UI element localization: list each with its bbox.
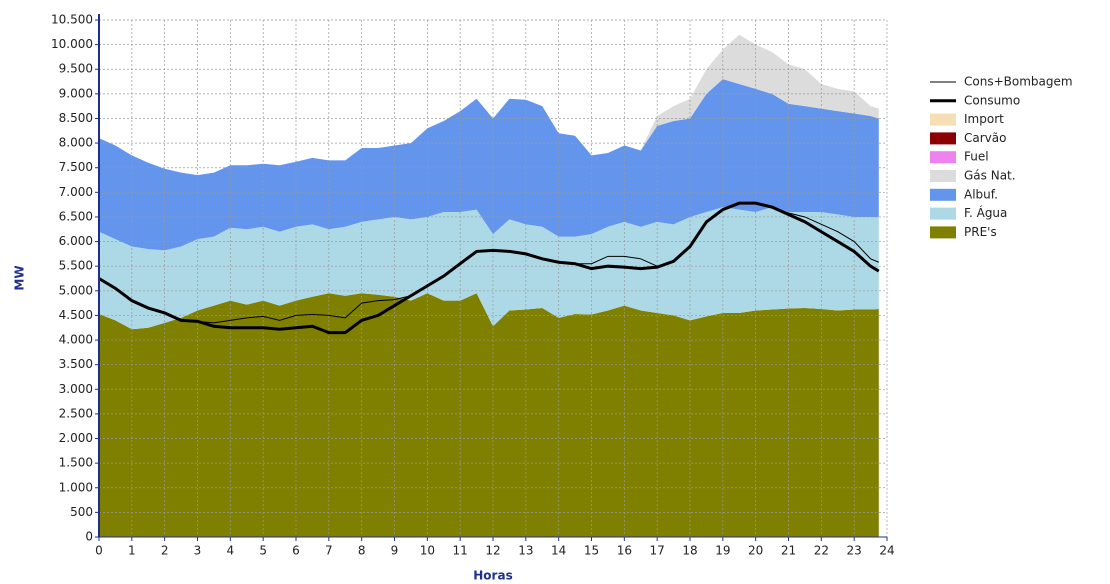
legend-label: Carvão [964,131,1006,145]
legend: Cons+Bombagem Consumo Import Carvão Fuel Gás … [930,75,1073,239]
x-tick-label: 9 [391,544,399,558]
line [98,201,880,335]
y-tick-label: 9.500 [59,62,93,76]
legend-swatch [930,151,956,164]
legend-swatch [930,207,956,220]
y-tick-label: 0 [85,530,93,544]
y-tick-label: 6.000 [59,234,93,248]
y-tick-label: 10.500 [51,13,93,27]
y-tick-label: 7.000 [59,185,93,199]
y-tick-label: 3.500 [59,357,93,371]
legend-label: PRE's [964,225,997,239]
x-tick-label: 24 [879,544,894,558]
y-tick-label: 6.500 [59,209,93,223]
x-tick-label: 17 [650,544,665,558]
x-tick-label: 2 [161,544,169,558]
area [99,207,879,330]
x-tick-label: 13 [518,544,533,558]
legend-label: Cons+Bombagem [964,75,1073,89]
y-tick-label: 1.500 [59,456,93,470]
legend-swatch [930,113,956,126]
legend-swatch [930,170,956,182]
grid [98,19,888,538]
plot-lines [98,201,880,335]
area [99,79,879,251]
y-tick-label: 500 [70,505,93,519]
y-tick-label: 8.500 [59,111,93,125]
legend-label: Gás Nat. [964,169,1016,183]
area [99,293,879,537]
legend-swatch [930,132,956,145]
x-tick-label: 3 [194,544,202,558]
x-tick-label: 16 [617,544,632,558]
x-tick-label: 5 [259,544,267,558]
legend-label: Consumo [964,93,1020,107]
legend-swatch [930,188,956,201]
legend-label: Albuf. [964,187,998,201]
y-tick-label: 5.000 [59,283,93,297]
x-tick-label: 12 [485,544,500,558]
x-tick-label: 23 [847,544,862,558]
axes: 0 500 1.000 1.500 2.000 2.500 3.000 3.500 4.000 4… [51,13,895,558]
y-tick-label: 4.500 [59,308,93,322]
x-tick-label: 15 [584,544,599,558]
legend-label: Import [964,112,1004,126]
y-tick-label: 7.500 [59,160,93,174]
legend-swatch [930,226,956,239]
y-axis-title: MW [13,265,27,290]
y-tick-label: 5.500 [59,259,93,273]
y-tick-label: 8.000 [59,136,93,150]
legend-label: F. Água [964,205,1007,220]
y-tick-label: 4.000 [59,333,93,347]
y-tick-label: 2.000 [59,431,93,445]
x-tick-label: 6 [292,544,300,558]
x-tick-label: 21 [781,544,796,558]
x-tick-label: 22 [814,544,829,558]
plot-areas [99,34,879,537]
x-tick-label: 0 [95,544,103,558]
x-tick-label: 18 [682,544,697,558]
x-tick-label: 1 [128,544,136,558]
y-tick-label: 1.000 [59,480,93,494]
x-tick-label: 11 [453,544,468,558]
legend-label: Fuel [964,150,989,164]
y-tick-label: 9.000 [59,86,93,100]
y-tick-label: 2.500 [59,406,93,420]
x-tick-label: 4 [227,544,235,558]
x-tick-label: 8 [358,544,366,558]
x-tick-label: 19 [715,544,730,558]
x-axis-title: Horas [473,569,512,583]
y-tick-label: 3.000 [59,382,93,396]
x-tick-label: 20 [748,544,763,558]
x-tick-label: 14 [551,544,566,558]
y-tick-label: 10.000 [51,37,93,51]
x-tick-label: 7 [325,544,333,558]
x-tick-label: 10 [420,544,435,558]
